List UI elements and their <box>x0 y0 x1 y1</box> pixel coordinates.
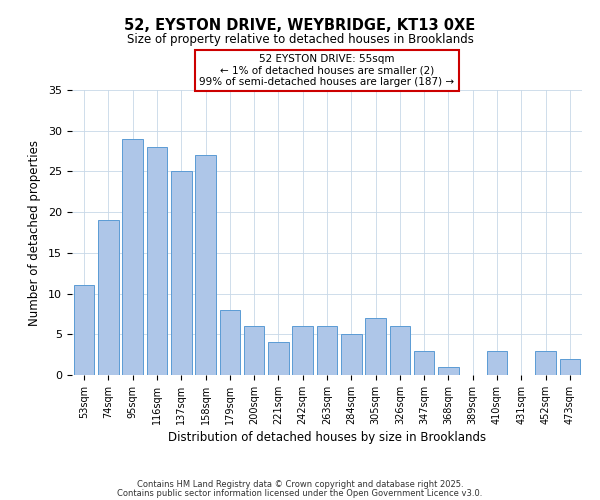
Bar <box>414 350 434 375</box>
Bar <box>487 350 508 375</box>
Bar <box>560 358 580 375</box>
Bar <box>535 350 556 375</box>
Bar <box>389 326 410 375</box>
Bar <box>341 334 362 375</box>
X-axis label: Distribution of detached houses by size in Brooklands: Distribution of detached houses by size … <box>168 431 486 444</box>
Bar <box>195 155 216 375</box>
Bar <box>171 172 191 375</box>
Bar <box>438 367 459 375</box>
Bar <box>244 326 265 375</box>
Bar <box>268 342 289 375</box>
Y-axis label: Number of detached properties: Number of detached properties <box>28 140 41 326</box>
Bar <box>292 326 313 375</box>
Text: 52 EYSTON DRIVE: 55sqm
← 1% of detached houses are smaller (2)
99% of semi-detac: 52 EYSTON DRIVE: 55sqm ← 1% of detached … <box>199 54 455 87</box>
Text: Contains HM Land Registry data © Crown copyright and database right 2025.: Contains HM Land Registry data © Crown c… <box>137 480 463 489</box>
Text: 52, EYSTON DRIVE, WEYBRIDGE, KT13 0XE: 52, EYSTON DRIVE, WEYBRIDGE, KT13 0XE <box>124 18 476 32</box>
Text: Contains public sector information licensed under the Open Government Licence v3: Contains public sector information licen… <box>118 488 482 498</box>
Bar <box>317 326 337 375</box>
Bar <box>220 310 240 375</box>
Bar <box>146 147 167 375</box>
Bar <box>365 318 386 375</box>
Bar <box>74 286 94 375</box>
Text: Size of property relative to detached houses in Brooklands: Size of property relative to detached ho… <box>127 32 473 46</box>
Bar <box>98 220 119 375</box>
Bar <box>122 139 143 375</box>
